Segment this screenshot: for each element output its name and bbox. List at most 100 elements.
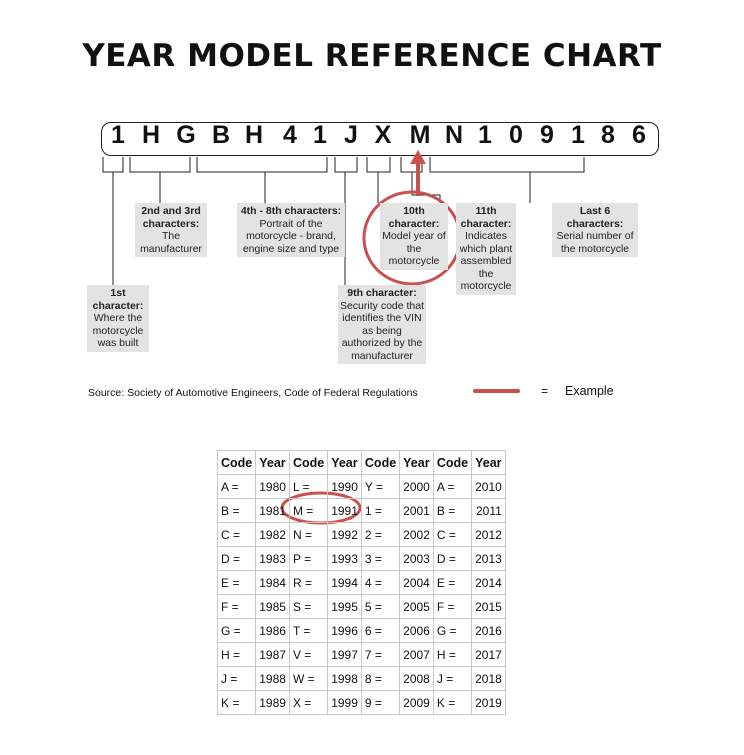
year-cell: 1983: [255, 546, 290, 571]
year-cell: 2002: [399, 522, 434, 547]
code-cell: 6 =: [360, 618, 401, 643]
year-cell: 2000: [399, 474, 434, 499]
year-cell: 1982: [255, 522, 290, 547]
code-cell: M =: [288, 498, 329, 523]
year-cell: 1984: [255, 570, 290, 595]
vin-character: M: [409, 121, 431, 149]
column-header: Year: [327, 450, 362, 475]
code-cell: C =: [216, 522, 257, 547]
label-10th: 10th character: Model year of the motorcy…: [380, 203, 448, 270]
vin-character: G: [176, 121, 196, 149]
code-cell: Y =: [360, 474, 401, 499]
code-cell: T =: [288, 618, 329, 643]
code-cell: V =: [288, 642, 329, 667]
year-code-table: Code Year Code Year Code Year Code Year A = 1980…: [216, 450, 506, 715]
code-cell: J =: [432, 666, 473, 691]
code-cell: E =: [432, 570, 473, 595]
code-cell: B =: [216, 498, 257, 523]
label-11th: 11th character: Indicates which plant ass…: [456, 203, 516, 295]
column-header: Code: [288, 450, 329, 475]
code-cell: D =: [216, 546, 257, 571]
year-cell: 2017: [471, 642, 506, 667]
year-cell: 1994: [327, 570, 362, 595]
vin-character: N: [444, 121, 464, 149]
vin-character: 1: [111, 121, 125, 149]
bracket-1st: [102, 157, 124, 173]
bracket-last6: [429, 157, 585, 173]
year-cell: 2013: [471, 546, 506, 571]
code-cell: E =: [216, 570, 257, 595]
table-row: H = 1987 V = 1997 7 = 2007 H = 2017: [216, 642, 506, 667]
label-9th: 9th character: Security code that identif…: [338, 285, 426, 364]
bracket-9th: [334, 157, 358, 173]
column-header: Code: [216, 450, 257, 475]
code-cell: D =: [432, 546, 473, 571]
code-cell: X =: [288, 690, 329, 715]
year-cell: 1998: [327, 666, 362, 691]
code-cell: F =: [432, 594, 473, 619]
table-row: B = 1981 M = 1991 1 = 2001 B = 2011: [216, 498, 506, 523]
column-header: Year: [255, 450, 290, 475]
year-cell: 1999: [327, 690, 362, 715]
year-cell: 1985: [255, 594, 290, 619]
code-cell: L =: [288, 474, 329, 499]
year-cell: 2012: [471, 522, 506, 547]
code-cell: 7 =: [360, 642, 401, 667]
year-cell: 2019: [471, 690, 506, 715]
vin-character: H: [244, 121, 264, 149]
year-cell: 1996: [327, 618, 362, 643]
year-cell: 1989: [255, 690, 290, 715]
vin-box: [101, 122, 659, 156]
label-last6: Last 6 characters: Serial number of the m…: [552, 203, 638, 257]
table-row: J = 1988 W = 1998 8 = 2008 J = 2018: [216, 666, 506, 691]
code-cell: 4 =: [360, 570, 401, 595]
label-4th-8th: 4th - 8th characters: Portrait of the mot…: [237, 203, 345, 257]
year-cell: 2005: [399, 594, 434, 619]
code-cell: 9 =: [360, 690, 401, 715]
vin-character: 9: [540, 121, 554, 149]
code-cell: 2 =: [360, 522, 401, 547]
vin-character: H: [141, 121, 161, 149]
code-cell: S =: [288, 594, 329, 619]
code-cell: H =: [432, 642, 473, 667]
year-cell: 1993: [327, 546, 362, 571]
code-cell: H =: [216, 642, 257, 667]
year-cell: 2016: [471, 618, 506, 643]
year-cell: 2004: [399, 570, 434, 595]
code-cell: P =: [288, 546, 329, 571]
legend-equals: =: [541, 384, 549, 398]
code-cell: W =: [288, 666, 329, 691]
code-cell: 5 =: [360, 594, 401, 619]
code-cell: N =: [288, 522, 329, 547]
year-cell: 2008: [399, 666, 434, 691]
code-cell: B =: [432, 498, 473, 523]
table-row: K = 1989 X = 1999 9 = 2009 K = 2019: [216, 690, 506, 715]
code-cell: F =: [216, 594, 257, 619]
column-header: Code: [432, 450, 473, 475]
label-1st: 1st character: Where the motorcycle was b…: [87, 285, 149, 352]
code-cell: 1 =: [360, 498, 401, 523]
column-header: Code: [360, 450, 401, 475]
code-cell: A =: [216, 474, 257, 499]
arrow-head: [410, 150, 426, 164]
vin-character: 6: [632, 121, 646, 149]
code-cell: G =: [432, 618, 473, 643]
vin-character: 1: [571, 121, 585, 149]
bracket-10th: [366, 157, 391, 173]
code-cell: C =: [432, 522, 473, 547]
year-cell: 1981: [255, 498, 290, 523]
vin-character: 0: [509, 121, 523, 149]
year-cell: 2003: [399, 546, 434, 571]
code-cell: A =: [432, 474, 473, 499]
vin-character: J: [344, 121, 358, 149]
table-row: G = 1986 T = 1996 6 = 2006 G = 2016: [216, 618, 506, 643]
year-cell: 2011: [471, 498, 506, 523]
table-row: C = 1982 N = 1992 2 = 2002 C = 2012: [216, 522, 506, 547]
year-cell: 1991: [327, 498, 362, 523]
year-cell: 2018: [471, 666, 506, 691]
year-cell: 2014: [471, 570, 506, 595]
vin-character: 4: [283, 121, 297, 149]
year-cell: 1987: [255, 642, 290, 667]
code-cell: 3 =: [360, 546, 401, 571]
legend-label: Example: [565, 384, 614, 398]
